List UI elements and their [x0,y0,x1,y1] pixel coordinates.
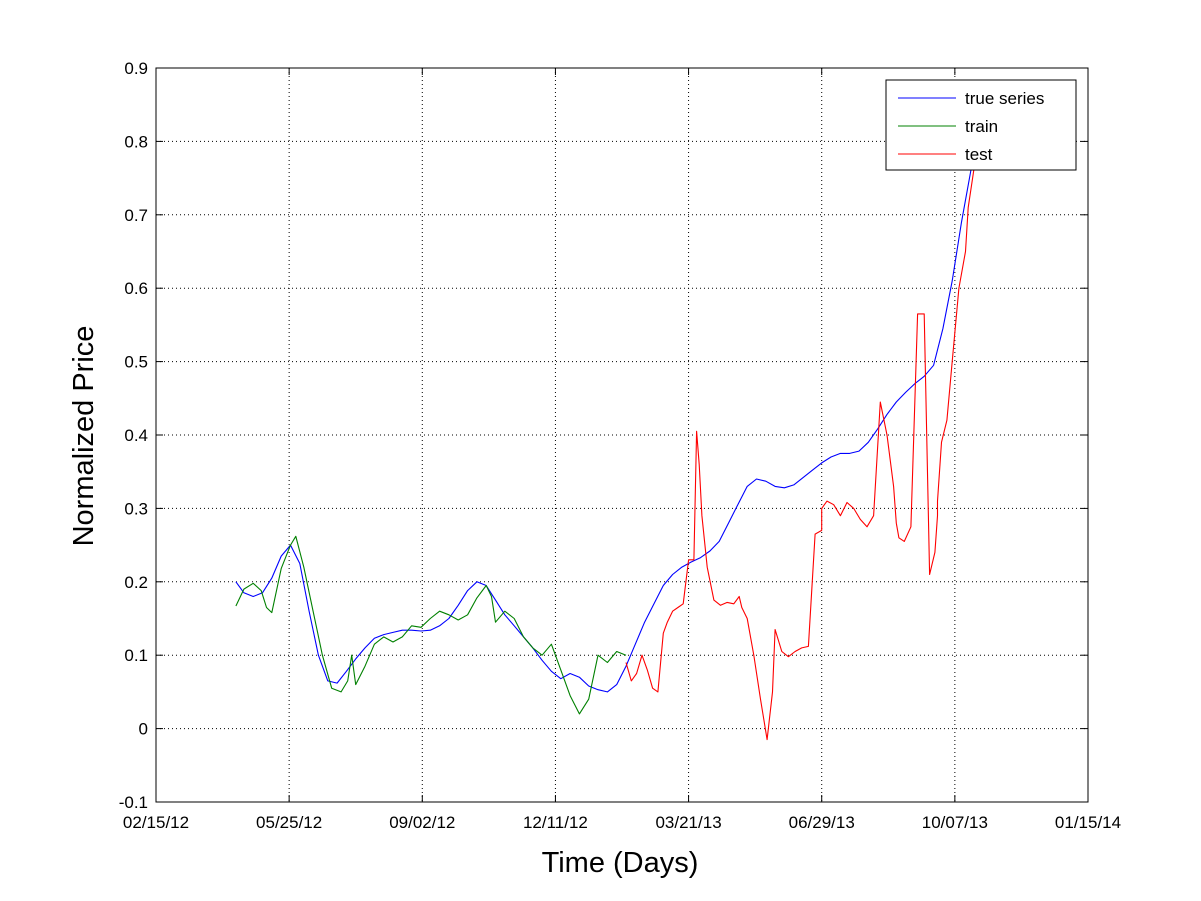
x-tick-label: 06/29/13 [789,813,855,832]
x-tick-label: 02/15/12 [123,813,189,832]
y-tick-label: 0.3 [124,499,148,518]
series-lines [235,126,989,741]
legend-label-test: test [965,145,993,164]
axis-ticks: -0.1 0 0.1 0.2 0.3 0.4 0.5 0.6 0.7 0.8 0.9 02/15/12… [119,59,1121,832]
y-tick-label: 0.8 [124,132,148,151]
x-tick-label: 09/02/12 [389,813,455,832]
legend: true series train test [885,79,1077,171]
y-tick-label: -0.1 [119,793,148,812]
series-line-test [625,140,989,741]
y-tick-label: 0.2 [124,573,148,592]
series-line-true-series [235,126,981,693]
legend-label-true-series: true series [965,89,1044,108]
y-tick-label: 0.7 [124,206,148,225]
series-line-train [235,535,627,715]
y-tick-label: 0 [139,720,148,739]
y-tick-label: 0.1 [124,646,148,665]
x-axis-title: Time (Days) [542,847,699,879]
legend-box [885,79,1077,171]
y-tick-label: 0.9 [124,59,148,78]
x-tick-label: 12/11/12 [523,813,588,832]
y-tick-label: 0.6 [124,279,148,298]
y-tick-label: 0.5 [124,353,148,372]
y-axis-title: Normalized Price [68,326,100,547]
y-tick-label: 0.4 [124,426,148,445]
x-tick-label: 05/25/12 [256,813,322,832]
x-tick-label: 03/21/13 [655,813,721,832]
x-tick-label: 10/07/13 [922,813,988,832]
legend-label-train: train [965,117,998,136]
x-tick-label: 01/15/14 [1055,813,1121,832]
